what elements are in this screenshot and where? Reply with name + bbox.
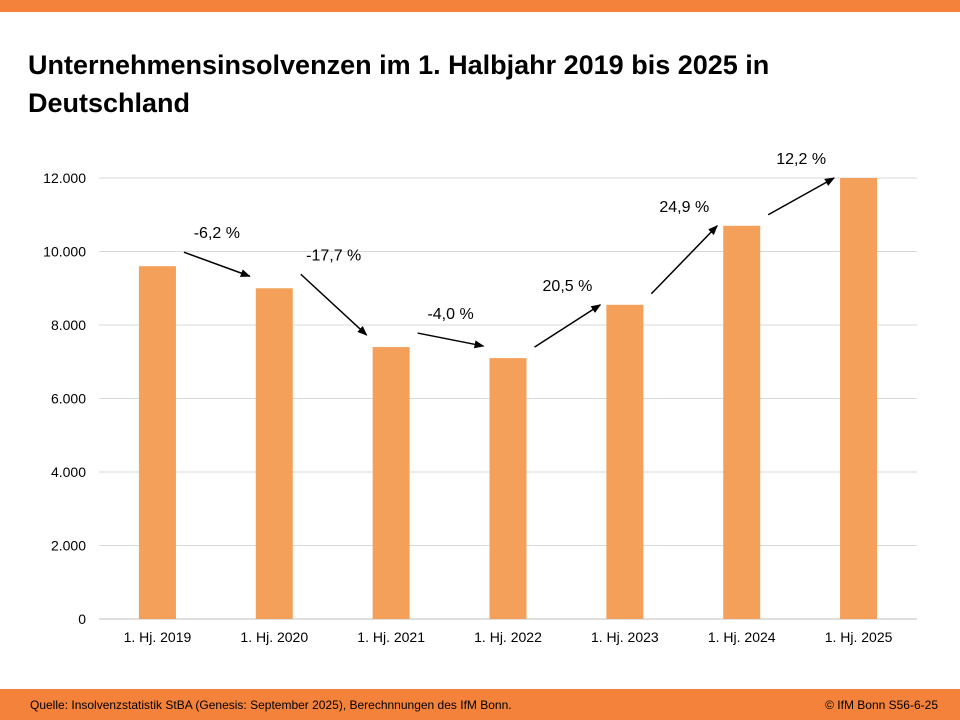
y-tick-label: 0 [78,611,86,627]
bar [489,358,527,619]
change-arrows: -6,2 % -17,7 % -4,0 % 20,5 % 24,9 % 12,2 % [183,151,835,349]
change-arrow [767,177,835,216]
change-label: -6,2 % [194,225,240,242]
change-arrow [417,332,485,349]
page-title: Unternehmensinsolvenzen im 1. Halbjahr 2… [28,50,770,118]
bar [606,304,644,619]
change-arrow [300,273,368,336]
top-accent-bar [0,0,960,12]
bar [840,178,878,619]
x-tick-label: 1. Hj. 2024 [708,629,776,645]
x-tick-label: 1. Hj. 2021 [357,629,425,645]
change-arrow [650,225,718,295]
y-tick-label: 6.000 [51,391,86,407]
x-tick-label: 1. Hj. 2020 [240,629,308,645]
x-tick-label: 1. Hj. 2025 [825,629,893,645]
x-tick-label: 1. Hj. 2019 [124,629,192,645]
y-tick-label: 10.000 [43,244,86,260]
footer-bar: Quelle: Insolvenzstatistik StBA (Genesis… [0,689,960,720]
change-arrow [534,304,602,348]
change-label: 12,2 % [776,151,826,168]
y-tick-label: 12.000 [43,170,86,186]
change-arrow [183,251,251,277]
copyright-note: © IfM Bonn S56-6-25 [825,698,938,712]
bar [723,225,761,619]
bar [372,347,410,619]
bar [255,288,293,619]
y-tick-label: 2.000 [51,538,86,554]
source-note: Quelle: Insolvenzstatistik StBA (Genesis… [30,698,512,712]
bars [138,178,878,619]
y-tick-label: 8.000 [51,317,86,333]
y-tick-label: 4.000 [51,464,86,480]
x-tick-label: 1. Hj. 2023 [591,629,659,645]
bar [138,266,176,619]
change-label: -17,7 % [306,247,361,264]
x-axis-ticks: 1. Hj. 2019 1. Hj. 2020 1. Hj. 2021 1. Hj. … [124,629,893,645]
y-axis-ticks: 0 2.000 4.000 6.000 8.000 10.000 12.000 [43,170,86,627]
change-label: -4,0 % [427,306,473,323]
change-label: 20,5 % [543,278,593,295]
x-tick-label: 1. Hj. 2022 [474,629,542,645]
change-label: 24,9 % [659,199,709,216]
